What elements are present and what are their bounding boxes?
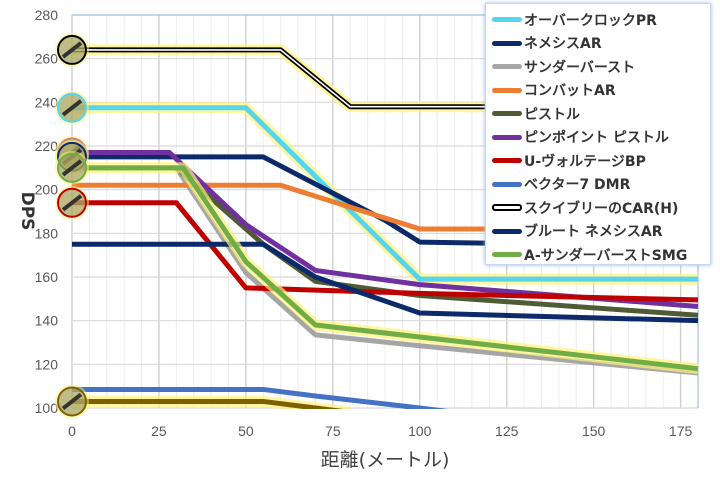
series-line [72,150,699,309]
legend-swatch [492,228,522,234]
legend-swatch [492,204,522,212]
weapon-glyph [61,392,83,411]
y-tick-label: 180 [35,225,59,241]
legend-swatch [492,64,522,70]
y-tick-label: 280 [35,7,59,23]
legend-swatch [492,87,522,93]
legend-item: ブルート ネメシスAR [492,220,710,244]
legend-item: ピストル [492,102,710,126]
weapon-glyph [61,99,83,117]
legend-item: コンバットAR [492,79,710,103]
series-markers [55,32,89,419]
legend: オーバークロックPR ネメシスAR サンダーバースト コンバットAR ピストルピンポイン… [485,3,711,265]
x-tick-label: 25 [151,423,167,439]
legend-swatch [492,181,522,187]
legend-swatch [492,40,522,46]
legend-item: スクイブリーのCAR(H) [492,196,710,220]
series-line [72,398,344,409]
y-tick-label: 100 [35,400,59,416]
legend-item: ピンポイント ピストル [492,126,710,150]
y-tick-label: 220 [35,138,59,154]
legend-item: サンダーバースト [492,55,710,79]
y-tick-label: 200 [35,182,59,198]
tick-labels: 100 120 140 160 180 200 220 240 260 280 0 25 50 75 100… [35,7,693,439]
legend-label: コンバットAR [524,83,616,100]
weapon-glyph [61,41,83,59]
x-tick-label: 50 [238,423,254,439]
legend-item: ネメシスAR [492,32,710,56]
legend-label: ベクター7 DMR [524,177,631,194]
legend-item: オーバークロックPR [492,8,710,32]
legend-label: U-ヴォルテージBP [524,153,646,170]
legend-label: スクイブリーのCAR(H) [524,200,679,217]
x-tick-label: 150 [582,423,606,439]
legend-swatch [492,17,522,23]
series-lines [72,44,699,409]
series-line [72,386,448,409]
x-tick-label: 100 [408,423,432,439]
y-tick-label: 140 [35,313,59,329]
legend-label: ブルート ネメシスAR [524,224,663,241]
legend-label: ピンポイント ピストル [524,130,669,147]
legend-swatch [492,134,522,140]
x-tick-label: 125 [495,423,519,439]
legend-swatch [492,111,522,117]
legend-item: U-ヴォルテージBP [492,149,710,173]
y-axis-label: DPS [17,192,37,231]
x-tick-label: 75 [325,423,341,439]
y-tick-label: 120 [35,356,59,372]
legend-label: ピストル [524,106,580,123]
legend-label: ネメシスAR [524,36,602,53]
y-tick-label: 160 [35,269,59,285]
x-tick-label: 175 [669,423,693,439]
legend-item: A-サンダーバーストSMG [492,243,710,267]
legend-label: A-サンダーバーストSMG [524,247,688,264]
legend-label: オーバークロックPR [524,12,657,29]
y-tick-label: 260 [35,51,59,67]
legend-item: ベクター7 DMR [492,173,710,197]
series-line [72,241,699,324]
x-tick-label: 0 [68,423,76,439]
weapon-glyph [61,194,83,212]
series-line [72,165,699,372]
x-axis-label: 距離(メートル) [321,449,450,471]
y-tick-label: 240 [35,94,59,110]
legend-swatch [492,252,522,258]
weapon-glyph [61,159,83,177]
legend-swatch [492,158,522,164]
legend-label: サンダーバースト [524,59,636,76]
